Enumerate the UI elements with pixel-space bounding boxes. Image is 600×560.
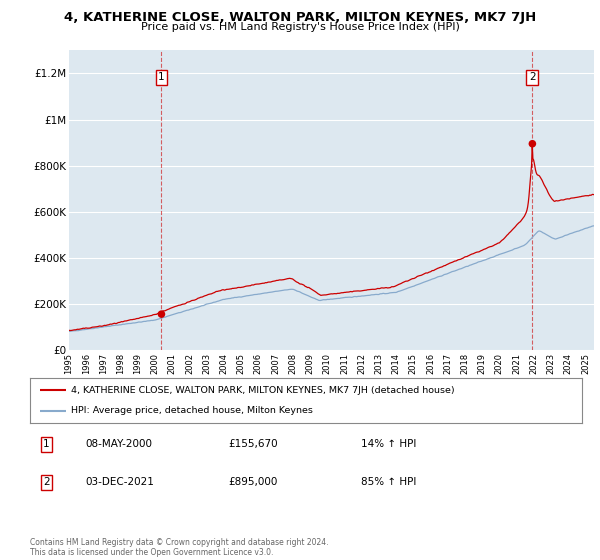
- Text: 03-DEC-2021: 03-DEC-2021: [85, 478, 154, 487]
- Text: 1: 1: [158, 72, 165, 82]
- Text: 2: 2: [529, 72, 536, 82]
- Text: 1: 1: [43, 439, 50, 449]
- Text: 2: 2: [43, 478, 50, 487]
- Text: Contains HM Land Registry data © Crown copyright and database right 2024.
This d: Contains HM Land Registry data © Crown c…: [30, 538, 329, 557]
- Text: Price paid vs. HM Land Registry's House Price Index (HPI): Price paid vs. HM Land Registry's House …: [140, 22, 460, 32]
- Text: 4, KATHERINE CLOSE, WALTON PARK, MILTON KEYNES, MK7 7JH (detached house): 4, KATHERINE CLOSE, WALTON PARK, MILTON …: [71, 386, 455, 395]
- Text: 85% ↑ HPI: 85% ↑ HPI: [361, 478, 416, 487]
- Point: [157, 310, 166, 319]
- Point: [527, 139, 537, 148]
- Text: 4, KATHERINE CLOSE, WALTON PARK, MILTON KEYNES, MK7 7JH: 4, KATHERINE CLOSE, WALTON PARK, MILTON …: [64, 11, 536, 24]
- Text: £895,000: £895,000: [229, 478, 278, 487]
- Text: HPI: Average price, detached house, Milton Keynes: HPI: Average price, detached house, Milt…: [71, 406, 313, 415]
- Text: 08-MAY-2000: 08-MAY-2000: [85, 439, 152, 449]
- Text: 14% ↑ HPI: 14% ↑ HPI: [361, 439, 416, 449]
- Text: £155,670: £155,670: [229, 439, 278, 449]
